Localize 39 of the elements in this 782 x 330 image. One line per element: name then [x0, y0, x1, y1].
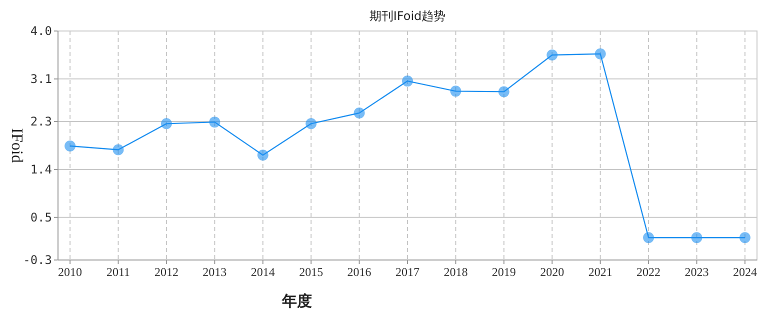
- x-tick-label: 2017: [396, 265, 420, 279]
- x-tick-label: 2021: [588, 265, 612, 279]
- y-axis-title: IFoid: [8, 128, 25, 163]
- y-tick-label: 3.1: [30, 72, 52, 86]
- point: [594, 48, 606, 60]
- point: [257, 150, 268, 161]
- x-tick-label: 2018: [444, 265, 468, 279]
- point: [450, 86, 462, 97]
- chart-title: 期刊IFoid趋势: [369, 9, 446, 23]
- point: [402, 76, 413, 87]
- y-tick-label: 4.0: [30, 24, 52, 38]
- x-tick-label: 2024: [732, 265, 757, 279]
- point: [739, 232, 750, 244]
- point: [209, 116, 220, 128]
- point: [354, 108, 365, 119]
- point: [546, 49, 558, 60]
- y-tick-label: -0.3: [23, 253, 52, 267]
- x-tick-label: 2010: [58, 265, 82, 279]
- y-tick-label: 2.3: [30, 114, 52, 129]
- x-tick-label: 2022: [636, 265, 661, 279]
- point: [306, 118, 317, 130]
- x-tick-label: 2011: [106, 265, 130, 279]
- point: [498, 86, 510, 98]
- x-tick-label: 2020: [540, 265, 564, 279]
- point: [112, 144, 124, 156]
- x-axis-title: 年度: [281, 292, 312, 310]
- x-tick-label: 2016: [347, 265, 372, 279]
- x-tick-label: 2013: [202, 265, 227, 279]
- x-tick-label: 2023: [684, 265, 709, 279]
- x-tick-label: 2019: [492, 265, 516, 279]
- x-tick-label: 2012: [154, 265, 178, 279]
- x-tick-label: 2014: [250, 265, 275, 279]
- x-tick-label: 2015: [299, 265, 324, 279]
- y-tick-label: 0.5: [30, 210, 52, 224]
- y-tick-label: 1.4: [30, 162, 52, 176]
- point: [160, 118, 172, 130]
- point: [691, 232, 702, 244]
- point: [64, 140, 76, 152]
- point: [643, 232, 654, 244]
